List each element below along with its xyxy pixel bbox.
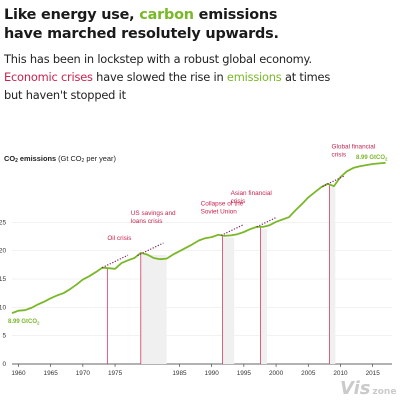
crisis-label: Global financial crisis	[332, 143, 376, 158]
y-tick-label: 5	[2, 333, 6, 340]
crisis-label: Asian financial crisis	[231, 190, 272, 205]
crisis-label-line: loans crisis	[131, 218, 163, 225]
crisis-label: Oil crisis	[107, 235, 131, 242]
end-value-label-text: 8.99 GtCO	[356, 155, 385, 161]
headline-text-end: emissions	[193, 7, 278, 23]
subhead-end-text: at times	[281, 70, 331, 84]
headline-line-2: have marched resolutely upwards.	[4, 26, 279, 42]
subhead-crises-highlight: Economic crises	[4, 70, 93, 84]
trend-projection	[256, 216, 277, 228]
crisis-label-line: Soviet Union	[201, 209, 238, 216]
start-value-label: 8.99 GtCO2	[8, 319, 40, 326]
x-tick-label: 1960	[11, 370, 26, 377]
end-value-label-sub: 2	[385, 156, 388, 161]
start-value-label-text: 8.99 GtCO	[8, 319, 37, 325]
crisis-label-line: Asian financial	[231, 190, 272, 197]
headline-text: Like energy use,	[4, 7, 140, 23]
trend-projection	[137, 242, 164, 257]
crisis-label-line: crisis	[332, 151, 347, 158]
watermark-main: Vis	[340, 378, 371, 399]
end-value-label: 8.99 GtCO2	[356, 155, 388, 162]
watermark-small: zone	[372, 387, 397, 397]
start-value-label-sub: 2	[37, 321, 40, 326]
viszone-watermark: Vis zone	[340, 378, 396, 399]
subhead-line-3: but haven't stopped it	[4, 88, 126, 102]
x-tick-label: 1995	[237, 370, 252, 377]
y-tick-label: 25	[0, 219, 6, 226]
crisis-label-line: Oil crisis	[107, 235, 131, 242]
y-axis-title: CO2 emissions (Gt CO2 per year)	[4, 154, 116, 164]
crisis-label-line: Collapse of the	[201, 201, 244, 208]
subhead-line-1: This has been in lockstep with a robust …	[4, 52, 312, 66]
x-tick-label: 2000	[269, 370, 284, 377]
crisis-shade	[260, 228, 268, 364]
axis-title-co: CO	[4, 154, 16, 163]
x-tick-label: 1965	[44, 370, 59, 377]
x-tick-label: 1970	[76, 370, 91, 377]
subhead-mid-text: have slowed the rise in	[92, 70, 227, 84]
headline-line-1: Like energy use, carbon emissions	[4, 6, 396, 25]
y-tick-label: 10	[0, 304, 6, 311]
y-tick-label: 20	[0, 248, 6, 255]
headline: Like energy use, carbon emissions have m…	[4, 6, 396, 44]
x-tick-label: 2005	[301, 370, 316, 377]
headline-highlight: carbon	[139, 7, 194, 23]
axis-title-units: (Gt CO	[56, 154, 82, 163]
x-tick-label: 2015	[366, 370, 381, 377]
crisis-shade	[222, 237, 235, 364]
subhead-emissions-highlight: emissions	[226, 70, 282, 84]
x-tick-label: 2010	[333, 370, 348, 377]
x-tick-label: 1975	[108, 370, 123, 377]
trend-projection	[322, 175, 344, 188]
crisis-label-line: US savings and	[131, 210, 176, 217]
axis-title-units-end: per year)	[84, 154, 116, 163]
subhead-line-2: Economic crises have slowed the rise in …	[4, 68, 396, 86]
crisis-shade	[140, 254, 167, 364]
axis-title-units-sub: 2	[81, 158, 85, 164]
trend-projection	[101, 254, 129, 269]
crisis-label: US savings and loans crisis	[131, 210, 176, 225]
crisis-label-line: crisis	[231, 198, 246, 205]
crisis-shade	[329, 186, 336, 364]
y-tick-label: 15	[0, 276, 6, 283]
crisis-label: Collapse of the Soviet Union	[201, 201, 244, 216]
x-tick-label: 1990	[205, 370, 220, 377]
axis-title-emissions: emissions	[17, 154, 57, 163]
x-tick-label: 1985	[172, 370, 187, 377]
y-axis-title-bold: CO2 emissions	[4, 154, 57, 164]
crisis-label-line: Global financial	[332, 143, 376, 150]
y-tick-label: 0	[2, 361, 6, 368]
axis-title-sub: 2	[15, 158, 18, 164]
subhead: This has been in lockstep with a robust …	[4, 50, 396, 104]
